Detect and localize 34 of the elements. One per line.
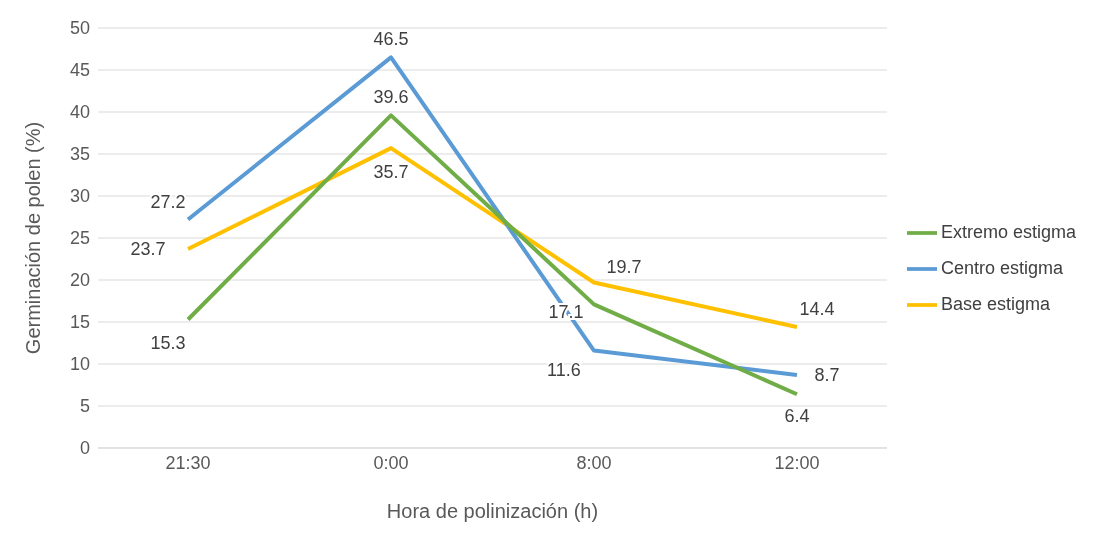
legend-label: Centro estigma xyxy=(940,258,1064,278)
data-label: 14.4 xyxy=(799,299,835,320)
y-tick-label: 40 xyxy=(69,102,90,123)
data-label: 46.5 xyxy=(373,29,409,50)
x-tick-label: 8:00 xyxy=(576,452,612,473)
data-label: 6.4 xyxy=(784,406,810,427)
y-tick-label: 25 xyxy=(69,228,90,249)
y-tick-label: 5 xyxy=(79,396,90,417)
x-tick-label: 0:00 xyxy=(373,452,409,473)
data-label: 11.6 xyxy=(547,359,581,380)
data-label: 27.2 xyxy=(150,191,186,212)
x-tick-label: 12:00 xyxy=(774,452,820,473)
y-axis-title: Germinación de polen (%) xyxy=(22,121,45,355)
y-tick-label: 50 xyxy=(69,18,90,39)
y-tick-label: 45 xyxy=(69,60,90,81)
x-axis-title: Hora de polinización (h) xyxy=(386,500,599,522)
data-label: 23.7 xyxy=(130,238,166,259)
line-series xyxy=(186,146,799,330)
line-series xyxy=(186,113,799,397)
y-tick-label: 35 xyxy=(69,144,90,165)
data-label: 8.7 xyxy=(814,364,840,385)
y-tick-label: 20 xyxy=(69,270,90,291)
y-tick-label: 15 xyxy=(69,312,90,333)
y-tick-label: 10 xyxy=(69,354,90,375)
x-tick-label: 21:30 xyxy=(165,452,211,473)
y-tick-label: 0 xyxy=(79,438,90,459)
line-series xyxy=(186,55,799,377)
data-label: 19.7 xyxy=(606,256,642,277)
data-label: 39.6 xyxy=(373,87,409,108)
legend-label: Extremo estigma xyxy=(940,222,1076,242)
data-label: 15.3 xyxy=(150,333,186,354)
legend-label: Base estigma xyxy=(940,294,1051,314)
data-label: 35.7 xyxy=(373,162,409,183)
y-tick-label: 30 xyxy=(69,186,90,207)
